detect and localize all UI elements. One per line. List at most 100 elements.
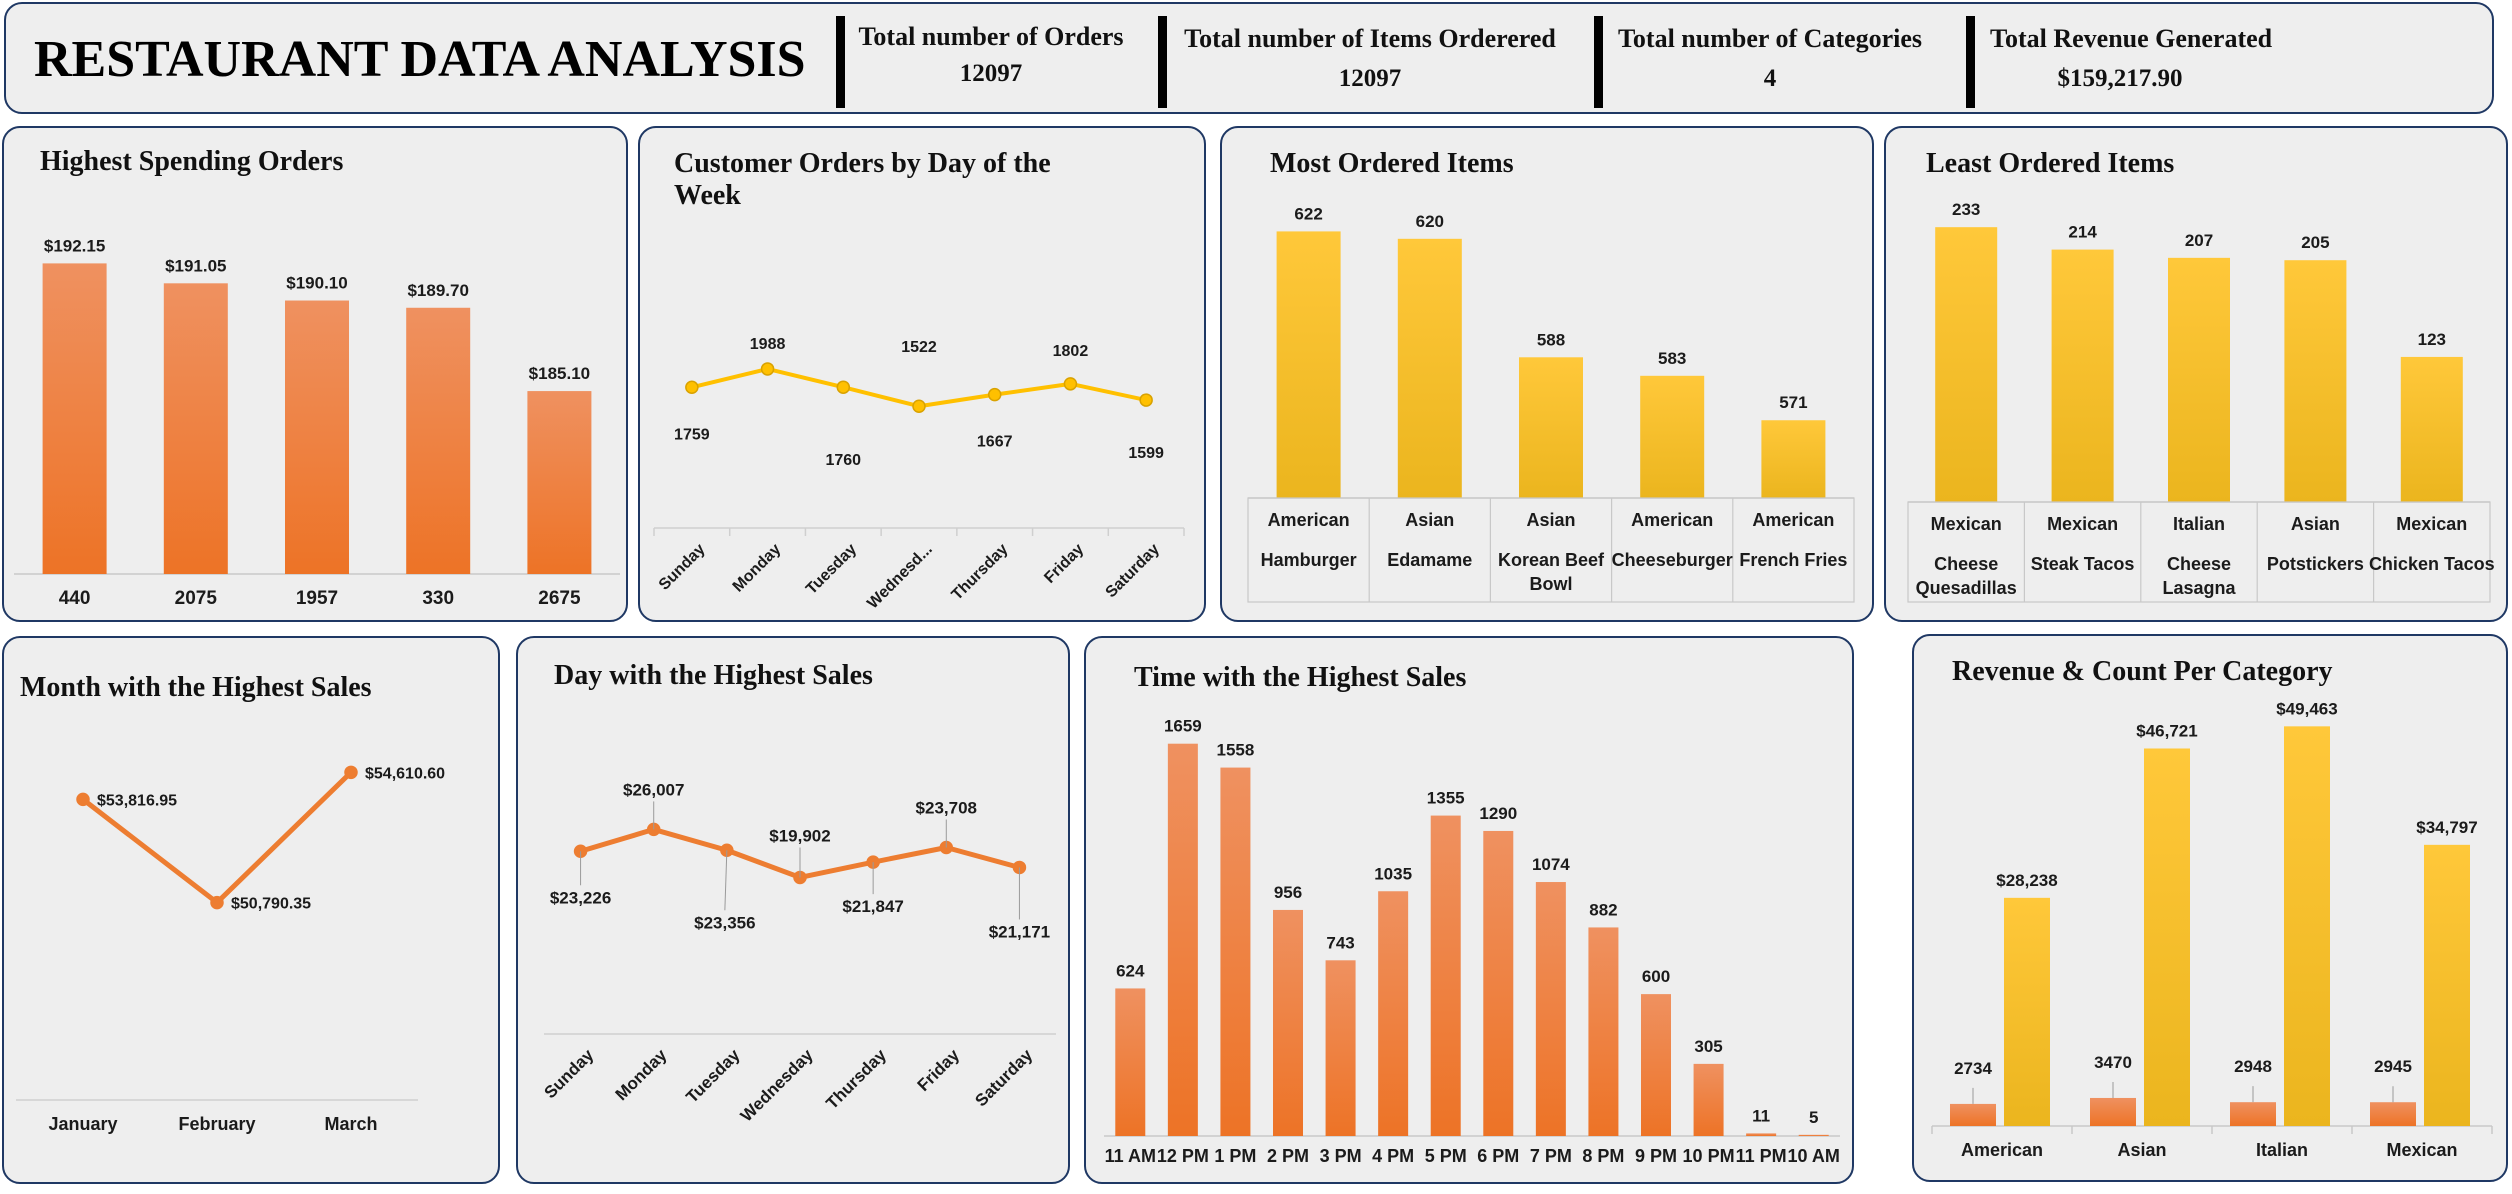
data-label: 214: [2068, 223, 2097, 242]
chart-category-revenue: 2734 $28,238 American 3470 $46,721 Asian 2948 $…: [1931, 699, 2493, 1160]
panel-title: Least Ordered Items: [1926, 148, 2175, 179]
data-label: 1667: [977, 434, 1013, 451]
tick-label: 3 PM: [1320, 1146, 1362, 1166]
data-point: [760, 362, 775, 376]
bar: [2284, 726, 2330, 1126]
bar: [1220, 767, 1251, 1136]
tick-label: 1 PM: [1214, 1146, 1256, 1166]
kpi-orders-value: 12097: [959, 60, 1023, 87]
panel-title: Revenue & Count Per Category: [1952, 656, 2333, 687]
data-label: 882: [1589, 900, 1617, 919]
data-point: [912, 399, 926, 413]
kpi-categories-label: Total number of Categories: [1617, 24, 1923, 53]
data-label: $21,171: [989, 922, 1050, 941]
item-label: Cheese: [1934, 554, 1998, 574]
group-label: Asian: [1405, 510, 1454, 530]
bar: [1378, 891, 1409, 1136]
panel-most-ordered: Most Ordered Items 622 620 588 583 571 Americ…: [1220, 126, 1874, 622]
tick-label: Mexican: [2386, 1140, 2457, 1160]
data-label: $189.70: [407, 281, 468, 300]
tick-label: 2075: [175, 588, 218, 609]
bar: [1167, 743, 1198, 1136]
bar: [2370, 1102, 2416, 1126]
data-label: 233: [1952, 200, 1980, 219]
panel-title: Month with the Highest Sales: [20, 672, 372, 703]
chart-least-ordered: 233 214 207 205 123 Mexican Cheese Quesadillas M…: [1907, 200, 2495, 603]
data-label: 583: [1658, 349, 1686, 368]
tick-label: Wednesday: [737, 1045, 817, 1125]
data-label: 1802: [1053, 343, 1089, 360]
data-label: 588: [1537, 330, 1565, 349]
bar: [2004, 897, 2050, 1126]
bar: [2284, 260, 2347, 502]
panel-title: Highest Spending Orders: [40, 146, 344, 177]
item-label: Korean Beef: [1498, 550, 1605, 570]
tick-label: Wednesd...: [864, 541, 936, 613]
kpi-separator: [836, 16, 845, 108]
data-label: 3470: [2094, 1053, 2132, 1072]
panel-highest-spending: Highest Spending Orders $192.15 440 $191.0…: [2, 126, 628, 622]
group-label: American: [1268, 510, 1350, 530]
tick-label: Friday: [1041, 541, 1087, 587]
item-label: Lasagna: [2162, 578, 2236, 598]
tick-label: Asian: [2117, 1140, 2166, 1160]
bar: [1483, 830, 1514, 1136]
tick-label: American: [1961, 1140, 2043, 1160]
bar: [1430, 815, 1461, 1136]
data-label: $190.10: [286, 274, 347, 293]
tick-label: Italian: [2256, 1140, 2308, 1160]
data-point: [210, 895, 224, 910]
group-label: Mexican: [2396, 514, 2467, 534]
bar: [2090, 1097, 2136, 1126]
data-label: 1074: [1532, 855, 1570, 874]
data-label: $23,708: [916, 798, 977, 817]
item-label: Cheese: [2167, 554, 2231, 574]
tick-label: March: [324, 1114, 377, 1134]
tick-label: 6 PM: [1477, 1146, 1519, 1166]
chart-month-sales: $53,816.95 $50,790.35 $54,610.60 January Feb…: [16, 765, 445, 1134]
kpi-categories-value: 4: [1763, 65, 1777, 92]
data-label: 2945: [2374, 1057, 2412, 1076]
chart-day-sales: $23,226 $26,007 $23,356 $19,902 $21,847 $23,7…: [541, 780, 1056, 1125]
data-label: 205: [2301, 233, 2329, 252]
data-label: 2734: [1954, 1059, 1992, 1078]
category-table-frame: [1247, 497, 1855, 603]
data-point: [76, 792, 90, 807]
bar: [1588, 927, 1619, 1136]
bar: [2168, 257, 2230, 502]
bar: [1935, 227, 1998, 502]
panel-day-sales: Day with the Highest Sales $23,226 $26,00…: [516, 636, 1070, 1184]
tick-label: 11 PM: [1736, 1146, 1787, 1166]
bar: [1519, 357, 1583, 498]
data-label: 956: [1274, 883, 1302, 902]
item-label: French Fries: [1739, 550, 1847, 570]
data-label: 5: [1809, 1108, 1818, 1127]
tick-label: Sunday: [541, 1045, 598, 1102]
group-label: Asian: [1526, 510, 1575, 530]
data-label: $19,902: [769, 826, 830, 845]
tick-label: 8 PM: [1582, 1146, 1624, 1166]
tick-label: Thursday: [949, 541, 1012, 604]
data-label: 11: [1752, 1106, 1770, 1125]
data-label: $46,721: [2136, 721, 2197, 740]
data-point: [1063, 377, 1078, 391]
bar: [1746, 1133, 1777, 1136]
bar: [285, 300, 349, 574]
kpi-separator: [1594, 16, 1603, 108]
panel-least-ordered: Least Ordered Items 233 214 207 205 123 Mexic…: [1884, 126, 2508, 622]
bar: [2051, 249, 2114, 502]
data-label: 123: [2418, 330, 2446, 349]
data-label: 620: [1416, 212, 1444, 231]
panel-category-revenue: Revenue & Count Per Category 2734 $28,238…: [1912, 634, 2508, 1182]
data-label: $23,356: [694, 913, 755, 932]
bar: [1950, 1103, 1996, 1126]
data-label: 624: [1116, 961, 1145, 980]
chart-time-sales: 624 11 AM 1659 12 PM 1558 1 PM 956 2 PM 743 3 PM 1…: [1104, 717, 1840, 1166]
tick-label: 330: [422, 588, 454, 609]
data-label: 1355: [1427, 789, 1465, 808]
bar: [2400, 356, 2463, 502]
item-label: Cheeseburger: [1612, 550, 1733, 570]
data-label: 743: [1326, 933, 1354, 952]
tick-label: 2 PM: [1267, 1146, 1309, 1166]
bar: [2144, 748, 2190, 1126]
